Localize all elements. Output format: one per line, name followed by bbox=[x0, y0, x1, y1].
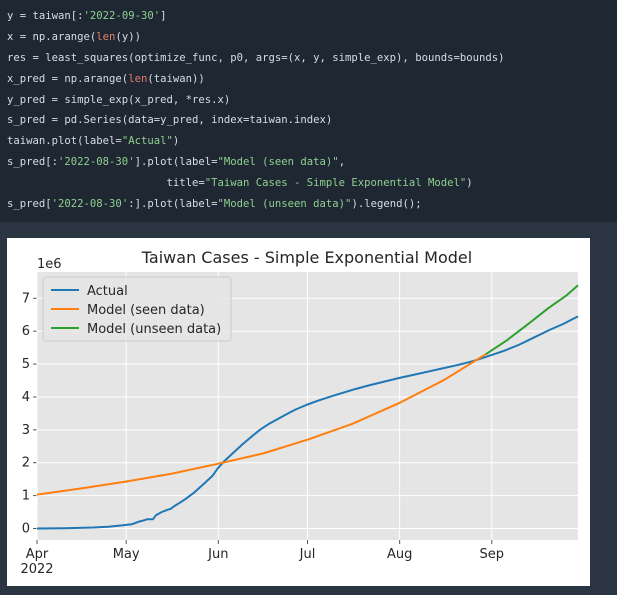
y-axis-multiplier: 1e6 bbox=[37, 257, 62, 272]
series-line-0 bbox=[36, 315, 579, 530]
code-token: (taiwan)) bbox=[147, 72, 205, 85]
y-tick-label: 1 bbox=[22, 489, 30, 504]
line-chart: Taiwan Cases - Simple Exponential Model … bbox=[20, 248, 579, 577]
code-line: res = least_squares(optimize_func, p0, a… bbox=[7, 48, 504, 69]
code-line: y_pred = simple_exp(x_pred, *res.x) bbox=[7, 90, 504, 111]
chart-output: Taiwan Cases - Simple Exponential Model … bbox=[7, 238, 590, 586]
code-cell[interactable]: y = taiwan[:'2022-09-30'] x = np.arange(l… bbox=[0, 0, 617, 222]
code-token: ].plot(label= bbox=[134, 156, 218, 169]
code-token: "Actual" bbox=[121, 135, 173, 148]
code-token: len bbox=[96, 30, 116, 43]
legend-label: Actual bbox=[87, 284, 128, 299]
y-tick-label: 6 bbox=[22, 324, 30, 339]
series-line-1 bbox=[36, 353, 487, 496]
code-line: y = taiwan[:'2022-09-30'] bbox=[7, 6, 504, 27]
code-token: , bbox=[338, 156, 346, 169]
x-tick-sublabel: 2022 bbox=[20, 562, 53, 577]
code-token: y_pred = simple_exp(x_pred, *res.x) bbox=[7, 93, 231, 106]
code-line: s_pred[:'2022-08-30'].plot(label="Model … bbox=[7, 152, 504, 173]
code-line: s_pred = pd.Series(data=y_pred, index=ta… bbox=[7, 110, 504, 131]
code-token: '2022-09-30' bbox=[83, 10, 161, 22]
code-token: taiwan.plot(label= bbox=[7, 135, 122, 148]
code-token: (y)) bbox=[115, 30, 141, 43]
chart-legend: Actual Model (seen data) Model (unseen dat… bbox=[42, 276, 232, 342]
code-line: taiwan.plot(label="Actual") bbox=[7, 131, 504, 152]
code-token: ) bbox=[172, 135, 180, 148]
code-token: '2022-08-30' bbox=[58, 156, 135, 169]
x-tick-label: Aug bbox=[387, 547, 412, 562]
y-tick-label: 2 bbox=[22, 456, 30, 471]
y-tick-label: 4 bbox=[22, 390, 30, 405]
x-tick-label: Jun bbox=[207, 547, 228, 562]
code-token: s_pred = pd.Series(data=y_pred, index=ta… bbox=[7, 114, 333, 127]
code-editor[interactable]: y = taiwan[:'2022-09-30'] x = np.arange(l… bbox=[7, 6, 504, 215]
code-token: :].plot(label= bbox=[128, 198, 218, 211]
legend-box bbox=[42, 276, 232, 342]
code-token: ).legend(); bbox=[351, 198, 422, 211]
code-token: y = taiwan[: bbox=[7, 10, 84, 22]
code-token: len bbox=[128, 72, 148, 85]
x-tick-label: Sep bbox=[480, 547, 505, 562]
code-line: x_pred = np.arange(len(taiwan)) bbox=[7, 69, 504, 90]
x-tick-label: May bbox=[113, 547, 140, 562]
code-token: s_pred[: bbox=[7, 156, 59, 169]
code-token: ] bbox=[160, 10, 167, 22]
code-token: res = least_squares(optimize_func, p0, a… bbox=[7, 51, 505, 64]
x-tick-label: Apr bbox=[26, 547, 49, 562]
code-token: s_pred[ bbox=[7, 198, 52, 211]
y-tick-label: 5 bbox=[22, 357, 30, 372]
legend-label: Model (seen data) bbox=[87, 303, 205, 318]
code-token: "Model (unseen data)" bbox=[217, 198, 352, 211]
code-token: '2022-08-30' bbox=[51, 198, 129, 211]
y-tick-label: 7 bbox=[22, 291, 30, 306]
legend-label: Model (unseen data) bbox=[87, 322, 221, 337]
y-tick-label: 3 bbox=[22, 423, 30, 438]
code-line: s_pred['2022-08-30':].plot(label="Model … bbox=[7, 194, 504, 215]
x-tick-label: Jul bbox=[299, 547, 316, 562]
chart-title: Taiwan Cases - Simple Exponential Model bbox=[141, 248, 472, 267]
y-tick-label: 0 bbox=[22, 521, 30, 536]
series-line-2 bbox=[485, 284, 579, 356]
code-token: x_pred = np.arange( bbox=[7, 72, 129, 85]
code-token: x = np.arange( bbox=[7, 30, 97, 43]
code-token: ) bbox=[466, 177, 473, 190]
code-token: "Taiwan Cases - Simple Exponential Model… bbox=[204, 177, 467, 190]
code-line: title="Taiwan Cases - Simple Exponential… bbox=[7, 173, 504, 194]
code-token: title= bbox=[7, 177, 205, 190]
code-line: x = np.arange(len(y)) bbox=[7, 27, 504, 48]
code-token: "Model (seen data)" bbox=[217, 156, 339, 169]
